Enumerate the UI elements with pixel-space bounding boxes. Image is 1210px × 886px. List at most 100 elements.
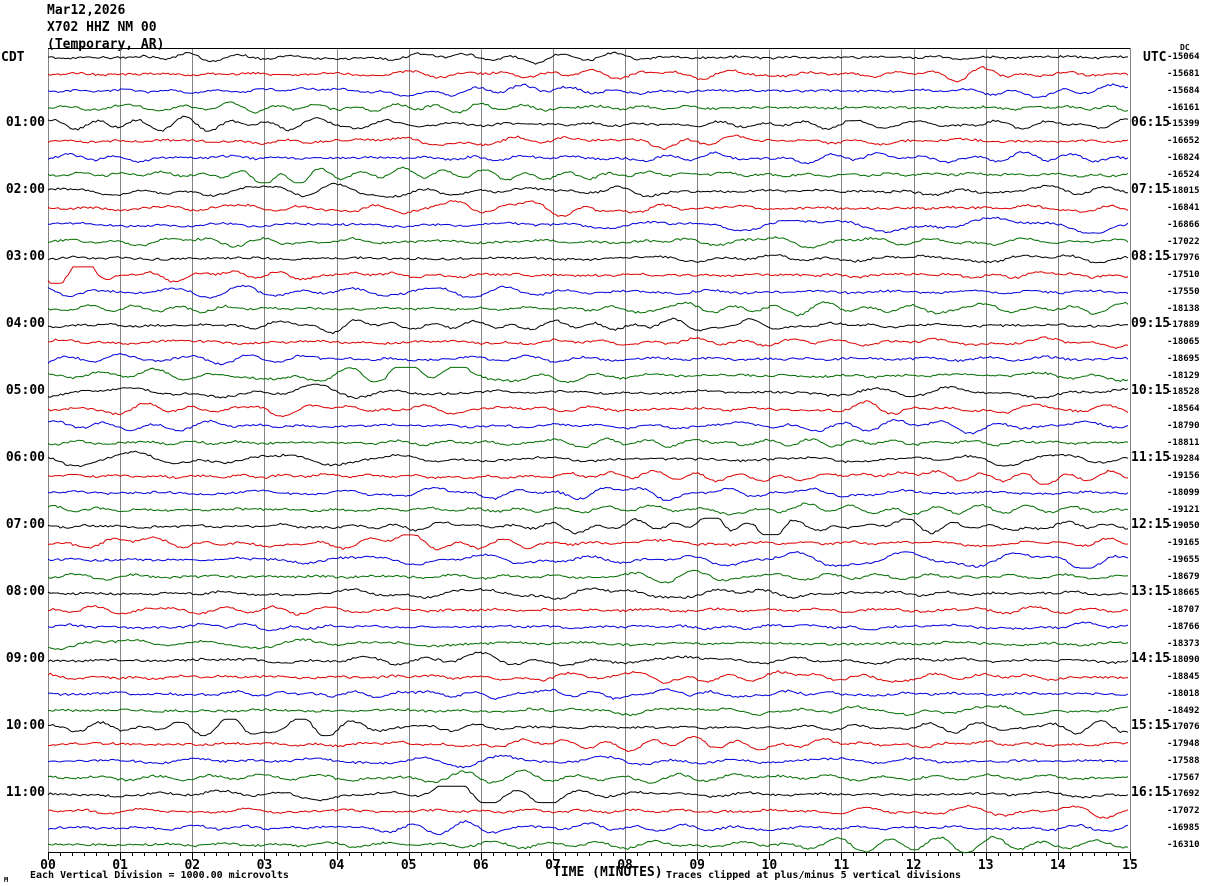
seismogram-trace — [48, 735, 1129, 753]
seismogram-trace — [47, 704, 1129, 717]
cdt-hour-label: 02:00 — [5, 182, 45, 198]
seismogram-trace — [47, 785, 1129, 804]
dc-offset-value: -19165 — [1167, 538, 1200, 549]
seismogram-trace — [47, 418, 1129, 435]
seismogram-trace — [47, 534, 1129, 551]
minute-label: 03 — [256, 858, 273, 873]
minute-label: 07 — [545, 858, 561, 873]
utc-hour-label: 06:15 — [1131, 115, 1171, 131]
dc-offset-value: -18065 — [1167, 337, 1200, 348]
dc-offset-value: -18528 — [1167, 387, 1200, 398]
seismogram-trace — [47, 669, 1129, 684]
utc-hour-label: 14:15 — [1131, 651, 1171, 667]
seismogram-trace — [47, 254, 1129, 264]
dc-offset-value: -18665 — [1167, 588, 1200, 599]
dc-offset-value: -18018 — [1167, 688, 1200, 699]
seismogram-trace — [47, 284, 1129, 299]
dc-offset-value: -17588 — [1167, 755, 1200, 766]
left-timezone-label: CDT — [1, 50, 25, 65]
dc-offset-value: -16524 — [1167, 169, 1200, 180]
minute-label: 06 — [472, 858, 489, 873]
dc-offset-value: -15684 — [1167, 85, 1200, 96]
minute-label: 08 — [617, 858, 633, 873]
dc-offset-value: -18707 — [1167, 605, 1200, 616]
seismogram-trace — [47, 718, 1129, 737]
seismogram-trace — [47, 769, 1129, 784]
seismogram-trace — [47, 115, 1129, 132]
seismogram-trace — [47, 486, 1129, 501]
minute-label: 05 — [400, 858, 417, 873]
minute-label: 14 — [1050, 858, 1066, 873]
utc-hour-label: 11:15 — [1131, 450, 1171, 466]
dc-offset-value: -15399 — [1167, 119, 1200, 130]
dc-offset-value: -16985 — [1167, 822, 1200, 833]
cdt-hour-label: 01:00 — [5, 115, 45, 131]
utc-hour-label: 12:15 — [1131, 517, 1171, 533]
dc-offset-value: -17072 — [1167, 806, 1200, 817]
seismogram-trace — [47, 469, 1129, 485]
dc-offset-value: -18099 — [1167, 487, 1200, 498]
seismogram-trace — [47, 637, 1129, 651]
cdt-hour-label: 06:00 — [5, 450, 45, 466]
utc-hour-label: 16:15 — [1131, 785, 1171, 801]
dc-offset-value: -18129 — [1167, 370, 1200, 381]
seismogram-trace — [47, 317, 1129, 335]
right-timezone-label: UTC — [1143, 50, 1167, 65]
seismogram-trace — [47, 804, 1129, 819]
seismogram-trace — [47, 651, 1129, 667]
cdt-hour-label: 07:00 — [5, 517, 45, 533]
dc-offset-value: -17550 — [1167, 286, 1200, 297]
utc-hour-label: 09:15 — [1131, 316, 1171, 332]
cdt-hour-label: 05:00 — [5, 383, 45, 399]
minute-label: 00 — [40, 858, 56, 873]
dc-offset-value: -18811 — [1167, 437, 1200, 448]
clip-note: Traces clipped at plus/minus 5 vertical … — [666, 870, 962, 881]
dc-offset-value: -18373 — [1167, 638, 1200, 649]
dc-offset-value: -18695 — [1167, 353, 1200, 364]
title-station: X702 HHZ NM 00 — [47, 20, 157, 35]
minute-label: 01 — [112, 858, 128, 873]
minute-label: 13 — [977, 858, 994, 873]
seismogram-trace — [47, 134, 1129, 150]
dc-offset-value: -16652 — [1167, 136, 1200, 147]
utc-hour-label: 07:15 — [1131, 182, 1171, 198]
dc-offset-value: -18138 — [1167, 303, 1200, 314]
dc-offset-value: -19050 — [1167, 521, 1200, 532]
seismogram-trace — [48, 216, 1129, 234]
seismogram-trace — [47, 383, 1129, 400]
seismogram-trace — [47, 569, 1129, 584]
cdt-hour-label: 09:00 — [5, 651, 45, 667]
seismogram-trace — [47, 551, 1129, 569]
dc-offset-value: -17889 — [1167, 320, 1200, 331]
seismogram-trace — [47, 266, 1129, 284]
dc-offset-value: -16866 — [1167, 219, 1200, 230]
seismogram-trace — [47, 819, 1129, 836]
dc-offset-value: -19655 — [1167, 554, 1200, 565]
minute-label: 10 — [761, 858, 778, 873]
seismogram-trace — [47, 51, 1129, 65]
utc-hour-label: 13:15 — [1131, 584, 1171, 600]
dc-offset-value: -17510 — [1167, 270, 1200, 281]
minute-label: 12 — [905, 858, 922, 873]
dc-offset-value: -18766 — [1167, 621, 1200, 632]
cdt-hour-label: 08:00 — [5, 584, 45, 600]
dc-offset-value: -17976 — [1167, 253, 1200, 264]
dc-offset-value: -16841 — [1167, 203, 1200, 214]
dc-offset-value: -17692 — [1167, 789, 1200, 800]
dc-offset-value: -18845 — [1167, 672, 1200, 683]
cdt-hour-label: 03:00 — [5, 249, 45, 265]
seismogram-trace — [47, 835, 1129, 854]
seismogram-trace — [47, 166, 1129, 184]
scale-note: Each Vertical Division = 1000.00 microvo… — [30, 870, 289, 881]
seismogram-trace — [47, 517, 1129, 536]
dc-offset-value: -19284 — [1167, 454, 1200, 465]
seismogram-trace — [47, 621, 1129, 632]
minute-label: 09 — [689, 858, 706, 873]
dc-offset-value: -19121 — [1167, 504, 1200, 515]
cdt-hour-label: 11:00 — [5, 785, 45, 801]
corner-watermark: M — [4, 876, 9, 884]
dc-offset-value: -17567 — [1167, 772, 1200, 783]
dc-column-header: DC — [1180, 43, 1190, 52]
